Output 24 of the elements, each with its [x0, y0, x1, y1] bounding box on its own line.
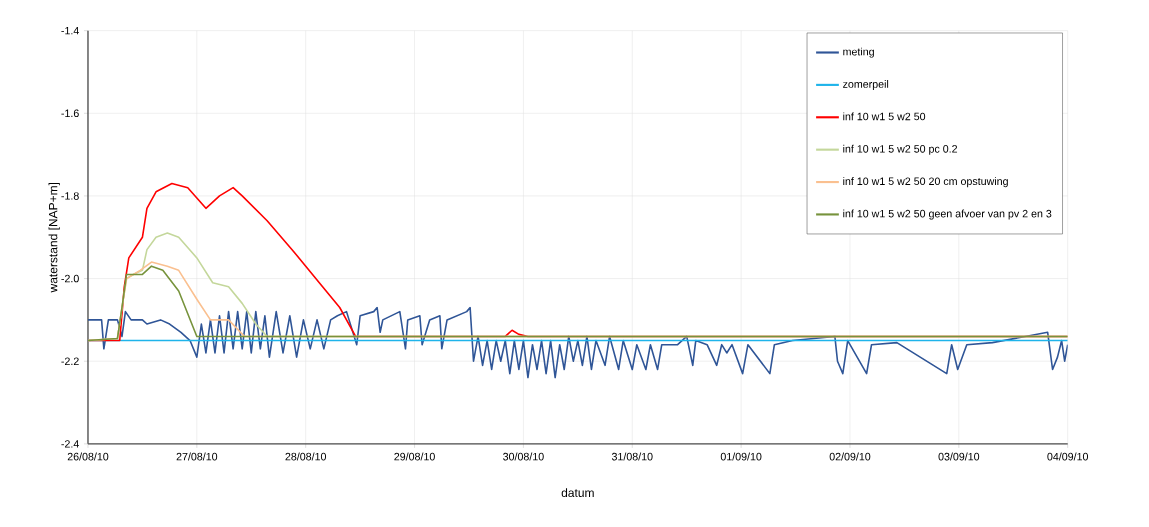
legend-label: inf 10 w1 5 w2 50 pc 0.2: [843, 145, 958, 155]
y-tick-label: -1.4: [61, 27, 79, 35]
y-tick-label: -1.8: [61, 192, 79, 200]
legend-label: meting: [843, 47, 874, 58]
x-tick-label: 30/08/10: [503, 452, 544, 461]
x-tick-label: 02/09/10: [829, 452, 871, 461]
y-tick-label: -2.4: [61, 440, 79, 448]
x-tick-label: 03/09/10: [938, 452, 980, 461]
y-tick-label: -1.6: [61, 109, 79, 118]
y-tick-label: -2.0: [61, 275, 79, 283]
x-tick-label: 28/08/10: [285, 452, 327, 461]
x-tick-label: 31/08/10: [611, 452, 653, 461]
legend-label: inf 10 w1 5 w2 50: [843, 112, 926, 121]
x-tick-label: 01/09/10: [720, 452, 762, 461]
x-tick-label: 29/08/10: [394, 452, 435, 461]
x-tick-label: 27/08/10: [176, 452, 218, 461]
x-axis-title: datum: [561, 488, 594, 498]
y-tick-label: -2.2: [61, 357, 79, 366]
x-tick-label: 26/08/10: [67, 452, 109, 461]
legend-label: inf 10 w1 5 w2 50 geen afvoer van pv 2 en 3: [843, 209, 1052, 220]
legend-label: inf 10 w1 5 w2 50 20 cm opstuwing: [843, 177, 1008, 188]
x-tick-label: 04/09/10: [1047, 452, 1089, 461]
legend-label: zomerpeil: [843, 80, 889, 91]
y-axis-title: waterstand [NAP+m]: [48, 183, 60, 293]
